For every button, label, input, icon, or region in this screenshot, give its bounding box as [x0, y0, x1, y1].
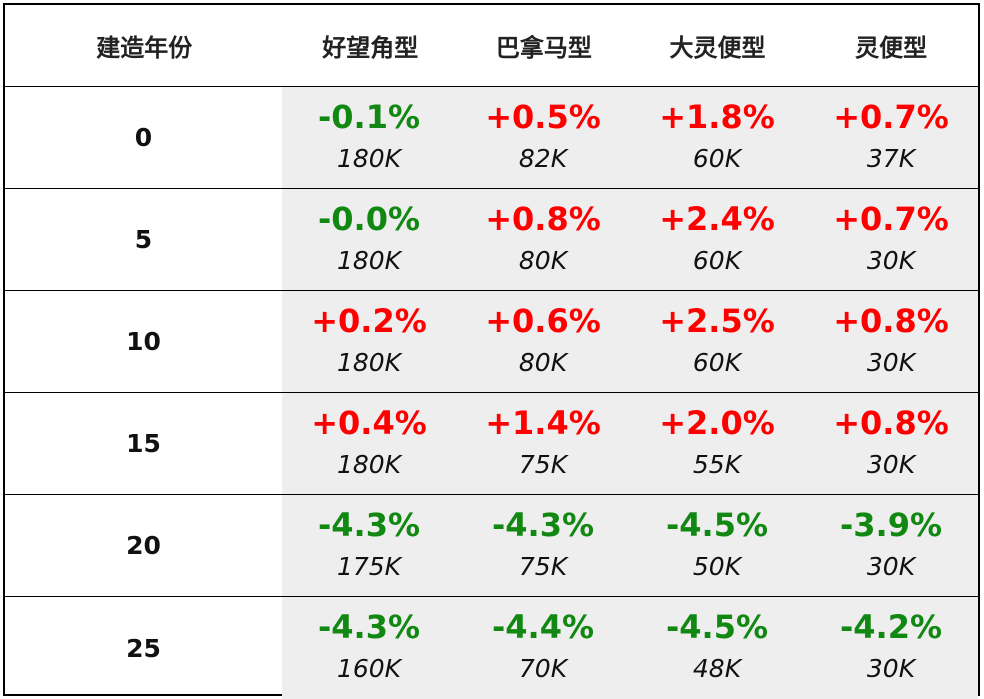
header-row: 建造年份 好望角型 巴拿马型 大灵便型 灵便型 [5, 5, 978, 87]
build-year-cell: 0 [134, 123, 153, 152]
price-value: 75K [518, 551, 568, 581]
column-header-build-year: 建造年份 [96, 34, 193, 62]
percent-change: +0.4% [311, 403, 427, 442]
cell-capesize: -4.3% 175K [282, 495, 456, 596]
price-value: 50K [692, 551, 742, 581]
cell-panamax: -4.4% 70K [456, 597, 630, 699]
build-year-cell: 10 [126, 327, 161, 356]
percent-change: -0.0% [317, 199, 421, 238]
percent-change: -3.9% [839, 505, 943, 544]
price-value: 60K [692, 143, 742, 173]
build-year-cell: 15 [126, 429, 161, 458]
cell-handysize: +0.8% 30K [804, 393, 978, 494]
percent-change: -4.5% [665, 608, 769, 646]
price-value: 160K [336, 654, 402, 683]
price-value: 175K [336, 551, 402, 581]
data-area: -0.1% 180K +0.5% 82K +1.8% 60K +0.7% 37K [282, 87, 978, 188]
cell-supramax: -4.5% 48K [630, 597, 804, 699]
percent-change: +1.4% [485, 403, 601, 442]
cell-handysize: +0.8% 30K [804, 291, 978, 392]
cell-handysize: +0.7% 30K [804, 189, 978, 290]
cell-supramax: +1.8% 60K [630, 87, 804, 188]
percent-change: +0.5% [485, 97, 601, 136]
cell-handysize: -3.9% 30K [804, 495, 978, 596]
table-row: 5 -0.0% 180K +0.8% 80K +2.4% 60K +0.7% 30K [5, 189, 978, 291]
table-row: 20 -4.3% 175K -4.3% 75K -4.5% 50K -3.9% 30K [5, 495, 978, 597]
cell-panamax: -4.3% 75K [456, 495, 630, 596]
price-value: 48K [692, 654, 742, 683]
price-value: 80K [518, 347, 568, 377]
percent-change: +0.7% [833, 97, 949, 136]
price-value: 37K [866, 143, 916, 173]
table-row: 15 +0.4% 180K +1.4% 75K +2.0% 55K +0.8% 30K [5, 393, 978, 495]
cell-capesize: +0.4% 180K [282, 393, 456, 494]
table-row: 10 +0.2% 180K +0.6% 80K +2.5% 60K +0.8% 30K [5, 291, 978, 393]
price-value: 30K [866, 347, 916, 377]
percent-change: +2.0% [659, 403, 775, 442]
cell-handysize: +0.7% 37K [804, 87, 978, 188]
column-header-panamax: 巴拿马型 [495, 34, 592, 62]
percent-change: -4.3% [317, 608, 421, 646]
cell-capesize: +0.2% 180K [282, 291, 456, 392]
cell-supramax: +2.4% 60K [630, 189, 804, 290]
data-area: -0.0% 180K +0.8% 80K +2.4% 60K +0.7% 30K [282, 189, 978, 290]
percent-change: -0.1% [317, 97, 421, 136]
build-year-cell: 25 [126, 633, 161, 663]
column-header-capesize: 好望角型 [322, 34, 419, 62]
percent-change: +0.7% [833, 199, 949, 238]
price-value: 30K [866, 551, 916, 581]
table-row: 25 -4.3% 160K -4.4% 70K -4.5% 48K -4.2% 30K [5, 597, 978, 699]
cell-supramax: +2.5% 60K [630, 291, 804, 392]
cell-capesize: -0.0% 180K [282, 189, 456, 290]
percent-change: -4.4% [491, 608, 595, 646]
table-row: 0 -0.1% 180K +0.5% 82K +1.8% 60K +0.7% 37K [5, 87, 978, 189]
price-value: 180K [336, 449, 402, 479]
percent-change: +0.8% [833, 403, 949, 442]
column-header-supramax: 大灵便型 [669, 34, 766, 62]
price-value: 55K [692, 449, 742, 479]
cell-capesize: -0.1% 180K [282, 87, 456, 188]
price-value: 180K [336, 143, 402, 173]
percent-change: -4.3% [317, 505, 421, 544]
price-value: 30K [866, 449, 916, 479]
percent-change: -4.2% [839, 608, 943, 646]
price-value: 75K [518, 449, 568, 479]
data-area: +0.4% 180K +1.4% 75K +2.0% 55K +0.8% 30K [282, 393, 978, 494]
price-value: 80K [518, 245, 568, 275]
data-area: -4.3% 175K -4.3% 75K -4.5% 50K -3.9% 30K [282, 495, 978, 596]
cell-capesize: -4.3% 160K [282, 597, 456, 699]
data-table: 建造年份 好望角型 巴拿马型 大灵便型 灵便型 0 -0.1% 180K +0.5% 8… [3, 3, 980, 699]
cell-panamax: +0.8% 80K [456, 189, 630, 290]
cell-panamax: +0.6% 80K [456, 291, 630, 392]
price-value: 30K [866, 245, 916, 275]
percent-change: +2.4% [659, 199, 775, 238]
column-header-handysize: 灵便型 [855, 34, 928, 62]
data-area: +0.2% 180K +0.6% 80K +2.5% 60K +0.8% 30K [282, 291, 978, 392]
percent-change: +2.5% [659, 301, 775, 340]
cell-panamax: +1.4% 75K [456, 393, 630, 494]
cell-supramax: +2.0% 55K [630, 393, 804, 494]
price-value: 180K [336, 347, 402, 377]
price-value: 180K [336, 245, 402, 275]
cell-supramax: -4.5% 50K [630, 495, 804, 596]
percent-change: -4.5% [665, 505, 769, 544]
percent-change: +0.6% [485, 301, 601, 340]
percent-change: -4.3% [491, 505, 595, 544]
price-value: 60K [692, 245, 742, 275]
percent-change: +0.8% [833, 301, 949, 340]
build-year-cell: 20 [126, 531, 161, 560]
price-value: 30K [866, 654, 916, 683]
build-year-cell: 5 [134, 225, 153, 254]
price-value: 60K [692, 347, 742, 377]
price-value: 82K [518, 143, 568, 173]
cell-panamax: +0.5% 82K [456, 87, 630, 188]
percent-change: +1.8% [659, 97, 775, 136]
price-value: 70K [518, 654, 568, 683]
percent-change: +0.8% [485, 199, 601, 238]
data-area: -4.3% 160K -4.4% 70K -4.5% 48K -4.2% 30K [282, 597, 978, 699]
percent-change: +0.2% [311, 301, 427, 340]
cell-handysize: -4.2% 30K [804, 597, 978, 699]
